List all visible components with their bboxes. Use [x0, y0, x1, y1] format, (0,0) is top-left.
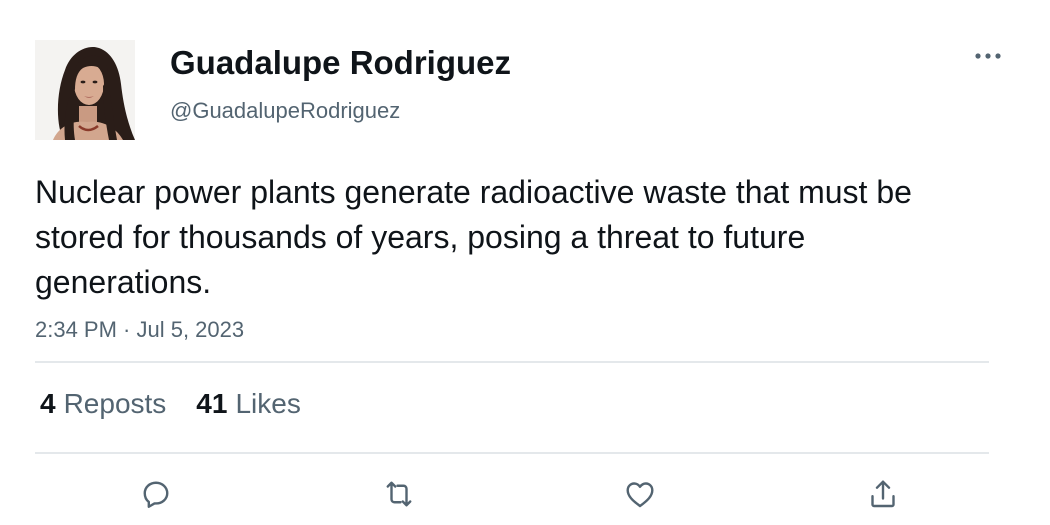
display-name[interactable]: Guadalupe Rodriguez — [170, 44, 512, 81]
like-button[interactable] — [618, 474, 662, 514]
profile-photo-icon — [35, 40, 135, 140]
more-options-button[interactable] — [966, 42, 1010, 70]
engagement-stats: 4 Reposts 41 Likes — [40, 386, 331, 422]
heart-icon — [626, 482, 654, 508]
share-button[interactable] — [861, 474, 905, 514]
likes-stat[interactable]: 41 Likes — [196, 386, 301, 422]
more-horizontal-icon — [975, 53, 1001, 59]
likes-count: 41 — [196, 388, 228, 419]
repost-icon — [386, 481, 412, 507]
divider — [35, 452, 989, 454]
tweet-timestamp[interactable]: 2:34 PM · Jul 5, 2023 — [35, 317, 245, 342]
divider — [35, 361, 989, 363]
reposts-stat[interactable]: 4 Reposts — [40, 386, 166, 422]
likes-label: Likes — [235, 388, 301, 419]
reposts-label: Reposts — [63, 388, 167, 419]
repost-button[interactable] — [377, 474, 421, 514]
share-icon — [871, 480, 895, 508]
reply-button[interactable] — [134, 474, 178, 514]
user-handle[interactable]: @GuadalupeRodriguez — [170, 98, 401, 123]
reply-icon — [143, 481, 169, 508]
avatar[interactable] — [35, 40, 135, 140]
reposts-count: 4 — [40, 388, 56, 419]
tweet-text: Nuclear power plants generate radioactiv… — [35, 174, 912, 300]
